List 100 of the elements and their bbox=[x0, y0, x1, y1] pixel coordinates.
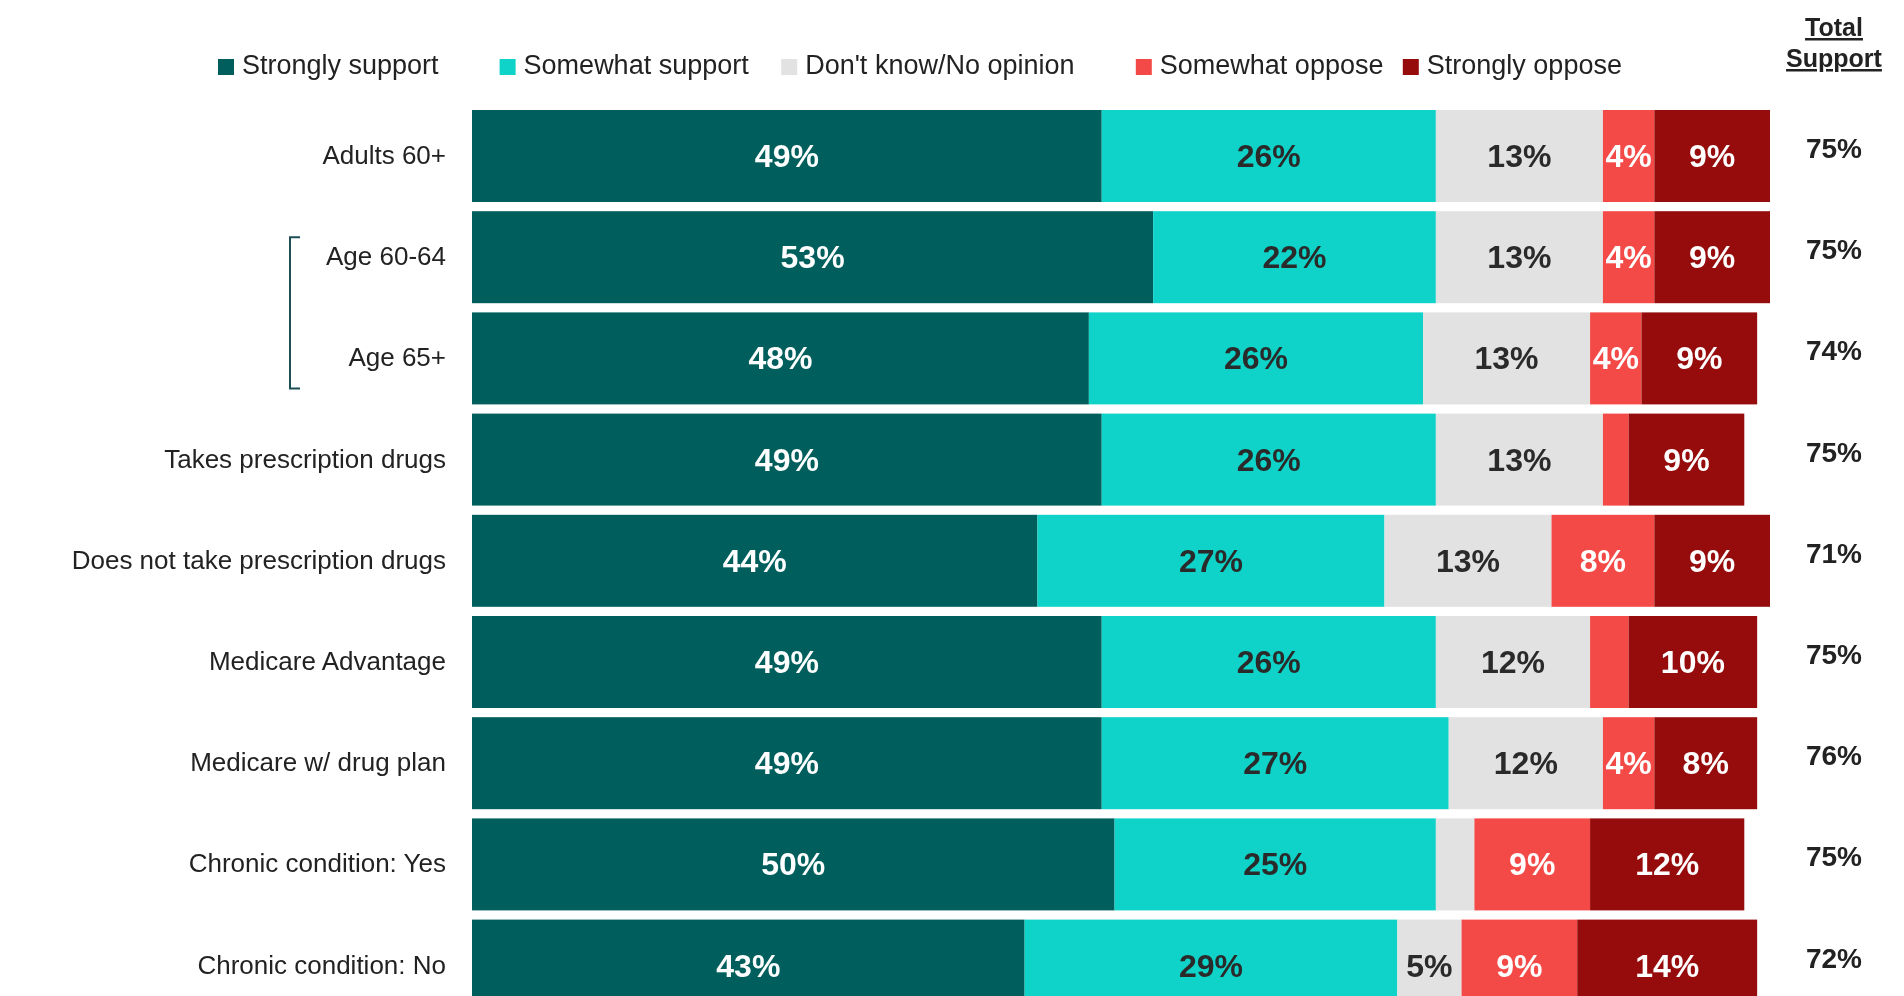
y-tick-label: Medicare Advantage bbox=[208, 646, 446, 676]
bar bbox=[1037, 514, 1385, 607]
data-label: 9% bbox=[1689, 542, 1736, 579]
data-label: 13% bbox=[1474, 340, 1539, 377]
data-label: 49% bbox=[754, 644, 819, 680]
data-label: 14% bbox=[1635, 947, 1700, 984]
data-label: 12% bbox=[1635, 846, 1700, 883]
bar bbox=[1101, 616, 1436, 708]
bar bbox=[1101, 413, 1436, 506]
legend-label: Don't know/No opinion bbox=[805, 50, 1075, 80]
bar bbox=[1590, 616, 1629, 708]
bar bbox=[1654, 211, 1770, 304]
bar bbox=[472, 110, 1102, 202]
bar bbox=[1384, 514, 1552, 607]
data-label: 26% bbox=[1236, 138, 1301, 174]
y-tick-label: Chronic condition: Yes bbox=[188, 848, 446, 879]
data-label: 9% bbox=[1689, 239, 1736, 276]
text: 76% bbox=[1805, 740, 1863, 772]
data-label: 25% bbox=[1243, 846, 1308, 883]
y-tick-label: Age 65+ bbox=[348, 342, 446, 373]
bar bbox=[1448, 717, 1603, 810]
text: 75% bbox=[1805, 639, 1863, 670]
bar bbox=[1101, 717, 1449, 810]
data-label: 13% bbox=[1487, 239, 1552, 276]
data-label: 49% bbox=[754, 745, 819, 782]
y-tick-label: Age 60-64 bbox=[326, 241, 446, 272]
text: 75% bbox=[1805, 841, 1863, 873]
bar bbox=[472, 413, 1102, 506]
y-tick-label: Adults 60+ bbox=[322, 140, 446, 170]
data-label: 9% bbox=[1509, 846, 1556, 883]
legend-label: Strongly support bbox=[242, 50, 440, 80]
data-label: 48% bbox=[748, 340, 813, 377]
bar bbox=[1474, 818, 1591, 911]
text: 74% bbox=[1805, 335, 1863, 367]
legend-label: Somewhat oppose bbox=[1159, 50, 1384, 80]
bar bbox=[1654, 110, 1770, 202]
bar bbox=[1435, 413, 1603, 506]
data-label: 27% bbox=[1243, 745, 1308, 782]
data-label: 49% bbox=[754, 441, 819, 478]
data-label: 4% bbox=[1605, 745, 1652, 782]
text: Total Support bbox=[1786, 13, 1883, 72]
data-label: 44% bbox=[722, 542, 787, 579]
data-label: 12% bbox=[1493, 745, 1558, 782]
text: 75% bbox=[1805, 133, 1863, 164]
bar bbox=[1654, 514, 1770, 607]
bar bbox=[1628, 413, 1745, 506]
bar bbox=[472, 211, 1154, 304]
data-label: 49% bbox=[754, 138, 819, 174]
bar bbox=[472, 717, 1102, 810]
data-label: 9% bbox=[1496, 947, 1543, 984]
bar bbox=[1114, 818, 1436, 911]
data-label: 4% bbox=[1592, 340, 1639, 377]
data-label: 53% bbox=[780, 239, 845, 276]
data-label: 29% bbox=[1178, 947, 1243, 984]
data-label: 43% bbox=[716, 947, 781, 984]
data-label: 9% bbox=[1663, 441, 1710, 478]
bar bbox=[472, 818, 1115, 911]
y-tick-label: Chronic condition: No bbox=[197, 949, 446, 980]
bar bbox=[1088, 312, 1424, 405]
bar bbox=[1435, 211, 1603, 304]
data-label: 9% bbox=[1689, 138, 1736, 174]
data-label: 26% bbox=[1236, 644, 1301, 680]
data-label: 10% bbox=[1660, 644, 1725, 680]
data-label: 50% bbox=[761, 846, 826, 883]
data-label: 12% bbox=[1480, 644, 1545, 680]
y-tick-label: Takes prescription drugs bbox=[164, 443, 446, 474]
bar bbox=[1628, 616, 1758, 708]
data-label: 13% bbox=[1487, 138, 1552, 174]
bar bbox=[1590, 818, 1745, 911]
data-label: 5% bbox=[1406, 947, 1453, 984]
legend-label: Strongly oppose bbox=[1426, 50, 1622, 80]
data-label: 4% bbox=[1605, 138, 1652, 174]
bar bbox=[472, 514, 1038, 607]
y-tick-label: Does not take prescription drugs bbox=[71, 544, 446, 575]
bar bbox=[1602, 413, 1629, 506]
data-label: 26% bbox=[1223, 340, 1288, 377]
data-label: 4% bbox=[1605, 239, 1652, 276]
text: 75% bbox=[1805, 436, 1863, 468]
data-label: 22% bbox=[1262, 239, 1327, 276]
data-label: 13% bbox=[1487, 441, 1552, 478]
data-label: 8% bbox=[1682, 745, 1729, 782]
bar bbox=[472, 616, 1102, 708]
bar bbox=[1654, 717, 1758, 810]
bar bbox=[472, 312, 1089, 405]
y-tick-label: Medicare w/ drug plan bbox=[190, 747, 446, 778]
bar bbox=[1423, 312, 1591, 405]
data-label: 13% bbox=[1435, 542, 1501, 579]
bar bbox=[1153, 211, 1436, 304]
bar bbox=[1435, 818, 1475, 911]
bar bbox=[1101, 110, 1436, 202]
bar bbox=[1641, 312, 1758, 405]
bar bbox=[1435, 110, 1603, 202]
data-label: 26% bbox=[1236, 441, 1301, 478]
data-label: 27% bbox=[1178, 542, 1243, 579]
data-label: 9% bbox=[1676, 340, 1723, 377]
text: 75% bbox=[1805, 234, 1863, 266]
bar bbox=[1551, 514, 1655, 607]
legend-label: Somewhat support bbox=[523, 50, 750, 80]
data-label: 8% bbox=[1579, 542, 1627, 579]
text: 71% bbox=[1805, 537, 1863, 569]
